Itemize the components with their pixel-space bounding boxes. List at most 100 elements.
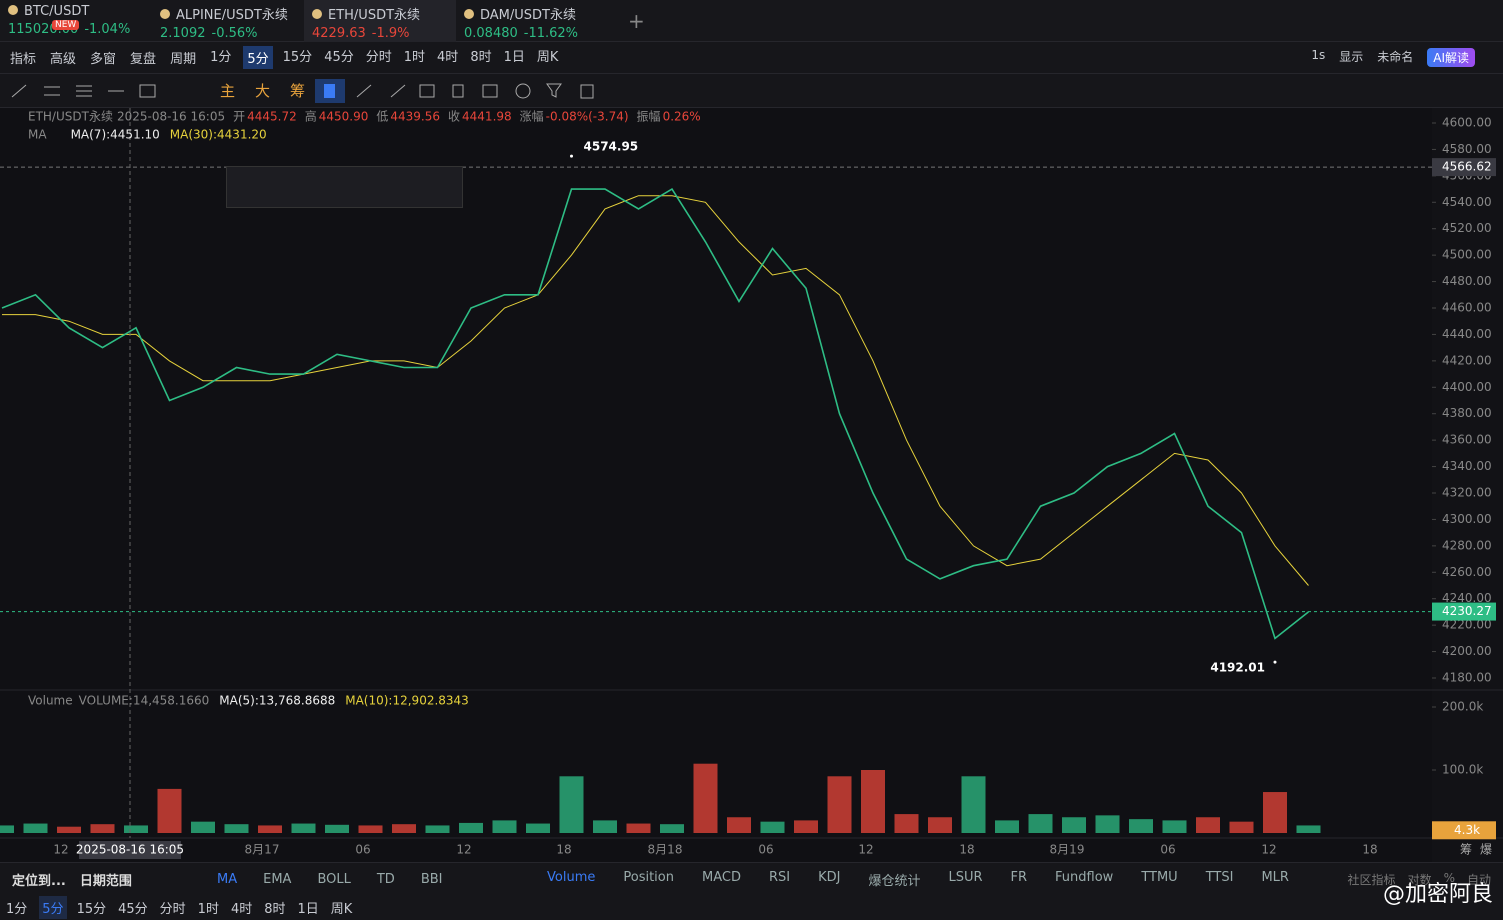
mode-button[interactable]: 筹 <box>290 82 306 100</box>
indicator-button[interactable]: EMA <box>263 871 292 887</box>
tool-button[interactable]: 指标 <box>10 52 37 67</box>
period-button[interactable]: 1日 <box>503 50 525 65</box>
tab-symbol: ALPINE/USDT永续 <box>176 7 288 23</box>
period-button[interactable]: 15分 <box>76 902 107 917</box>
info-symbol: ETH/USDT永续 <box>28 110 113 124</box>
tool-button[interactable]: 1s <box>1311 48 1326 62</box>
indicator-button[interactable]: MA <box>217 871 238 887</box>
volume-bar <box>492 820 517 833</box>
tool-button[interactable]: 多窗 <box>90 52 117 67</box>
tab[interactable]: ETH/USDT永续 4229.63 -1.9% <box>304 0 456 42</box>
tool-group: 社区指标 对数% 自动 <box>1348 871 1503 888</box>
x-tick-label: 12 <box>456 843 471 857</box>
period-button[interactable]: 5分 <box>243 46 273 69</box>
tool-button[interactable]: 自动 <box>1466 872 1491 887</box>
y-tick-label: 4460.00 <box>1442 301 1492 315</box>
volume-bar <box>559 776 584 833</box>
indicator-button[interactable]: BOLL <box>317 871 351 887</box>
period-button[interactable]: 15分 <box>282 50 313 65</box>
indicator-bar: 定位到... 日期范围 MA EMA BOLL TD BBI Volume Position… <box>0 862 1503 895</box>
indicator-button[interactable]: RSI <box>768 869 791 885</box>
period-button[interactable]: 1分 <box>6 902 28 917</box>
tool-button[interactable]: AI解读 <box>1427 48 1475 67</box>
tool-icons <box>315 78 594 103</box>
indicator-button[interactable]: KDJ <box>818 869 841 885</box>
volume-bar <box>626 823 651 833</box>
indicator-button[interactable]: Position <box>623 869 674 885</box>
mode-button[interactable]: 主 <box>220 82 236 100</box>
period-button[interactable]: 45分 <box>324 50 354 65</box>
dot <box>160 8 170 19</box>
volume-bar <box>157 788 182 833</box>
tool-group: 1s 显示 未命名 AI解读 <box>1311 48 1489 67</box>
tab[interactable]: BTC/USDT 115020.00 -1.04% NEW <box>0 0 152 42</box>
tab[interactable]: ALPINE/USDT永续 2.1092 -0.56% <box>152 0 304 42</box>
period-button[interactable]: 分时 <box>159 902 186 917</box>
ma-line <box>2 195 1309 586</box>
period-button[interactable]: 1分 <box>210 50 232 65</box>
indicator-button[interactable]: 爆仓统计 <box>868 873 921 889</box>
badge: NEW <box>52 19 80 30</box>
dot <box>312 8 322 19</box>
watermark: @加密阿良 <box>1382 882 1493 907</box>
tool-button[interactable]: 周期 <box>170 52 197 67</box>
indicator-button[interactable]: TTMU <box>1141 869 1178 885</box>
tool-button[interactable]: 显示 <box>1339 50 1364 64</box>
x-tick-label: 06 <box>1160 843 1175 857</box>
y-tick-label: 4320.00 <box>1442 486 1492 500</box>
volume-bar <box>459 822 483 833</box>
tool-button[interactable]: % <box>1443 870 1455 885</box>
volume-bar <box>191 821 215 833</box>
indicator-button[interactable]: Volume <box>547 869 596 885</box>
tool-button[interactable]: 未命名 <box>1377 50 1414 64</box>
mode-button[interactable]: 大 <box>255 82 271 100</box>
period-button[interactable]: 45分 <box>118 902 148 917</box>
period-button[interactable]: 分时 <box>365 50 392 65</box>
drawing-toolbar: 主大筹 <box>0 74 1503 108</box>
period-button[interactable]: 4时 <box>230 902 253 917</box>
indicator-button[interactable]: MLR <box>1261 869 1289 885</box>
v-tick-label: 200.0k <box>1442 700 1483 714</box>
period-button[interactable]: 8时 <box>470 50 492 65</box>
bottom-button[interactable]: 日期范围 <box>79 873 132 889</box>
period-button[interactable]: 4时 <box>437 50 459 65</box>
period-button[interactable]: 8时 <box>264 902 286 917</box>
period-button[interactable]: 5分 <box>39 896 67 919</box>
indicator-button[interactable]: LSUR <box>948 869 983 885</box>
axis-icon: 爆 <box>1480 843 1492 857</box>
volume-bar <box>593 820 617 833</box>
period-button[interactable]: 1时 <box>403 50 426 65</box>
y-tick-label: 4520.00 <box>1442 221 1492 235</box>
volume-bar <box>1196 817 1220 833</box>
indicator-button[interactable]: TTSI <box>1205 869 1234 885</box>
last-price-box <box>1432 602 1496 621</box>
tool-button[interactable]: 复盘 <box>130 52 157 67</box>
indicator-button[interactable]: MACD <box>701 869 741 885</box>
period-bar: 1分 5分 15分 45分 分时 1时 4时 8时 1日 周K <box>0 895 1503 920</box>
period-button[interactable]: 周K <box>330 902 353 917</box>
tool-button[interactable]: 高级 <box>50 52 77 67</box>
tool-button[interactable]: 对数 <box>1407 872 1432 887</box>
floating-toolbar <box>226 166 463 208</box>
volume-bar <box>727 817 751 833</box>
tool-button[interactable]: 社区指标 <box>1347 872 1396 887</box>
period-button[interactable]: 1日 <box>297 902 319 917</box>
tab-price: 2.1092 <box>160 25 206 41</box>
bottom-button[interactable]: 定位到... <box>12 873 66 889</box>
info-value: 4445.72 <box>247 110 297 124</box>
period-button[interactable]: 周K <box>536 50 559 65</box>
tab-price: 0.08480 <box>464 25 518 41</box>
dot <box>8 4 18 15</box>
indicator-button[interactable]: BBI <box>420 871 443 887</box>
tab[interactable]: DAM/USDT永续 0.08480 -11.62% <box>456 0 608 42</box>
indicator-button[interactable]: FR <box>1010 869 1028 885</box>
volume-bar <box>961 776 986 833</box>
period-button[interactable]: 1时 <box>197 902 219 917</box>
x-tick-label: 06 <box>758 843 773 857</box>
add-tab[interactable]: + <box>628 8 645 33</box>
indicator-button[interactable]: TD <box>376 871 395 887</box>
indicator-button[interactable]: Fundflow <box>1055 869 1114 885</box>
tab-header: DAM/USDT永续 <box>464 4 600 23</box>
ma7-label: MA(7):4451.10 <box>71 128 160 142</box>
x-tick-label: 18 <box>556 843 571 857</box>
